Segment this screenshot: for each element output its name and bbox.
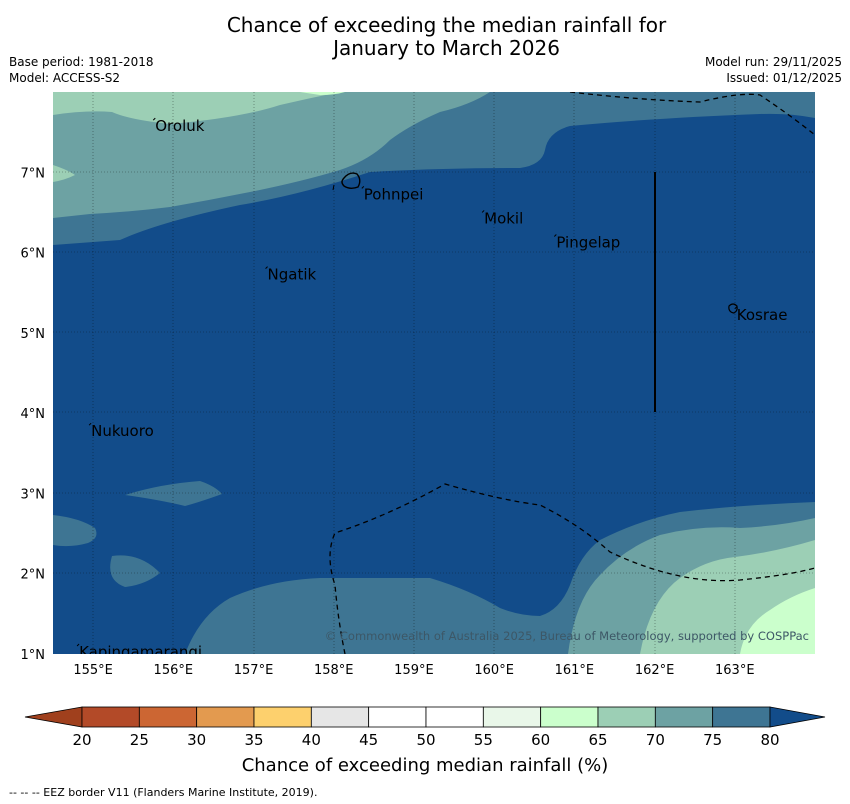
x-tick-label: 158°E [314,663,354,678]
y-tick-label: 1°N [21,648,46,663]
region-75-80-patch-b [53,515,97,547]
x-tick-label: 155°E [73,663,113,678]
colorbar-segment [540,706,599,728]
region-65-70-west-patch [53,165,75,182]
x-tick-label: 156°E [154,663,194,678]
colorbar-segment [196,706,255,728]
chart-title-line1: Chance of exceeding the median rainfall … [226,13,667,37]
colorbar-segment [310,706,370,728]
map-fill-layer: Oroluk Pohnpei Mokil Pingelap Ngatik Kosrae Nu… [53,92,815,661]
colorbar-segment [81,706,140,728]
place-label-oroluk: Oroluk [155,117,204,135]
place-label-pohnpei: Pohnpei [364,185,424,203]
x-tick-label: 159°E [394,663,434,678]
x-tick-label: 163°E [715,663,755,678]
place-label-pingelap: Pingelap [556,234,620,252]
y-tick-label: 5°N [21,327,46,342]
colorbar: 20 25 30 35 40 45 50 55 60 65 70 75 80 [24,706,826,749]
eez-footnote: -- -- -- EEZ border V11 (Flanders Marine… [9,786,318,799]
y-tick-label: 4°N [21,407,46,422]
y-tick-label: 7°N [21,166,46,181]
region-75-80-patch-a [125,481,222,506]
eez-border [329,92,815,654]
issued-date: Issued: 01/12/2025 [726,71,842,85]
colorbar-segment [712,706,771,728]
copyright-notice: © Commonwealth of Australia 2025, Bureau… [325,629,809,643]
region-70-75-north [53,92,490,218]
colorbar-tick-label: 20 [72,731,91,749]
colorbar-segment [654,706,714,728]
colorbar-tick-label: 50 [416,731,435,749]
colorbar-segment [253,706,312,728]
place-label-ngatik: Ngatik [268,266,317,284]
chart-title-line2: January to March 2026 [333,36,560,60]
colorbar-tick-label: 75 [703,731,722,749]
colorbar-segment [482,706,542,728]
x-tick-label: 162°E [635,663,675,678]
base-period: Base period: 1981-2018 [9,55,154,69]
colorbar-tick-label: 45 [359,731,378,749]
y-axis: 1°N 2°N 3°N 4°N 5°N 6°N 7°N [21,166,46,663]
colorbar-tick-label: 25 [130,731,149,749]
colorbar-segment [597,706,656,728]
colorbar-segment [368,706,427,728]
colorbar-segment [138,706,198,728]
place-marker [76,643,80,647]
islet-mark [332,184,335,191]
x-axis: 155°E 156°E 157°E 158°E 159°E 160°E 161°E 162°E… [73,663,754,678]
colorbar-tick-label: 60 [531,731,550,749]
colorbar-tick-label: 35 [244,731,263,749]
y-tick-label: 3°N [21,487,46,502]
colorbar-title: Chance of exceeding median rainfall (%) [241,755,609,776]
place-labels: Oroluk Pohnpei Mokil Pingelap Ngatik Kosrae Nu… [76,117,788,661]
meta-right: Model run: 29/11/2025 Issued: 01/12/2025 [705,54,842,86]
colorbar-tick-label: 70 [646,731,665,749]
region-65-70-north [53,92,340,124]
x-tick-label: 157°E [234,663,274,678]
y-tick-label: 6°N [21,247,46,262]
colorbar-tick-label: 80 [760,731,779,749]
colorbar-segment [425,706,484,728]
place-marker [88,422,92,426]
place-label-mokil: Mokil [484,209,523,227]
place-label-kosrae: Kosrae [737,306,788,324]
place-label-kapingamarangi: Kapingamarangi [79,643,202,661]
place-marker [265,266,268,269]
place-marker [361,185,365,189]
colorbar-tick-label: 40 [302,731,321,749]
region-60-65-south-east [740,588,815,654]
x-tick-label: 161°E [555,663,595,678]
colorbar-tick-label: 30 [187,731,206,749]
model-run: Model run: 29/11/2025 [704,55,842,69]
colorbar-extend-low [24,706,83,728]
place-marker [553,234,557,237]
colorbar-extend-high [769,706,826,728]
kosrae-island-icon [728,303,738,314]
x-tick-label: 160°E [474,663,514,678]
y-tick-label: 2°N [21,568,46,583]
meta-left: Base period: 1981-2018 Model: ACCESS-S2 [9,54,154,86]
colorbar-tick-label: 65 [588,731,607,749]
chart-title: Chance of exceeding the median rainfall … [0,14,850,60]
region-75-80-patch-c [110,555,160,587]
colorbar-tick-label: 55 [474,731,493,749]
place-label-nukuoro: Nukuoro [91,422,154,440]
pohnpei-island-icon [341,172,361,189]
place-marker [152,117,156,121]
place-marker [734,306,738,310]
place-marker [481,210,485,213]
model-name: Model: ACCESS-S2 [9,71,121,85]
